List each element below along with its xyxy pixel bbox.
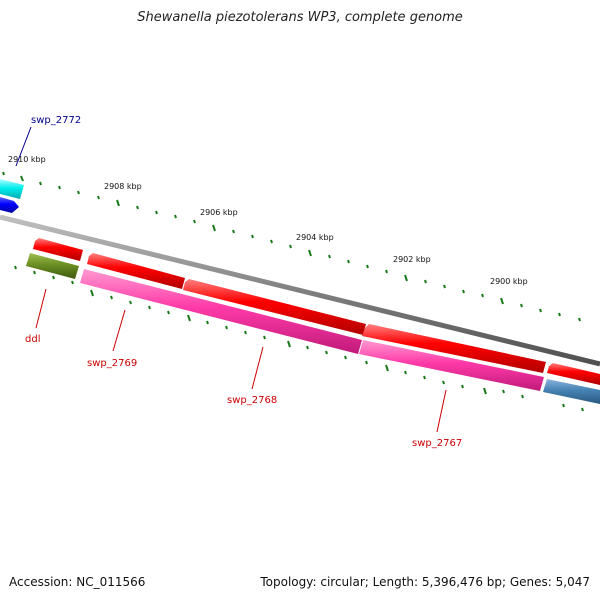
leader-line <box>35 288 47 329</box>
inner-tick <box>14 265 17 270</box>
inner-tick <box>244 330 247 335</box>
ruler-tick <box>212 224 216 232</box>
gene-feature-swp-2768-magenta[interactable] <box>359 340 544 391</box>
inner-tick <box>461 384 464 389</box>
gene-feature-swp-2772[interactable] <box>0 179 24 199</box>
gene-feature-red-1[interactable] <box>87 253 185 289</box>
gene-feature-ddl[interactable] <box>33 238 83 261</box>
inner-tick <box>344 355 347 360</box>
inner-tick <box>581 407 584 412</box>
ruler-tick <box>77 190 80 195</box>
inner-tick <box>521 394 524 399</box>
inner-tick <box>129 300 132 305</box>
ruler-tick <box>136 205 139 210</box>
label-leaders <box>15 126 447 433</box>
ruler-tick <box>328 254 331 259</box>
gene-label-swp-2768[interactable]: swp_2768 <box>227 395 277 406</box>
gene-feature-blue[interactable] <box>0 197 19 213</box>
gene-feature-red-4[interactable] <box>547 363 600 385</box>
ruler-tick <box>2 171 5 176</box>
ruler-tick <box>289 244 292 249</box>
inner-tick <box>148 305 151 310</box>
gene-feature-red-2[interactable] <box>183 279 366 335</box>
ruler-tick <box>424 279 427 284</box>
ruler-tick <box>558 312 561 317</box>
gene-label-swp-2769[interactable]: swp_2769 <box>87 358 137 369</box>
ruler-tick <box>39 181 42 186</box>
ruler-label: 2900 kbp <box>490 277 528 286</box>
ruler-tick <box>578 317 581 322</box>
ruler-tick <box>539 308 542 313</box>
ruler-label: 2910 kbp <box>8 155 46 164</box>
inner-ticks <box>14 265 584 412</box>
inner-tick <box>385 364 389 372</box>
ruler-tick <box>193 219 196 224</box>
inner-tick <box>167 310 170 315</box>
ruler-tick <box>520 303 523 308</box>
ruler-label: 2904 kbp <box>296 233 334 242</box>
ruler-tick <box>116 199 120 207</box>
inner-tick <box>365 360 368 365</box>
ruler-labels: 2910 kbp 2908 kbp 2906 kbp 2904 kbp 2902… <box>8 155 528 286</box>
gene-label-swp-2767[interactable]: swp_2767 <box>412 438 462 449</box>
ruler-tick <box>58 185 61 190</box>
ruler-tick <box>366 264 369 269</box>
inner-tick <box>502 389 505 394</box>
inner-tick <box>404 370 407 375</box>
inner-tick <box>206 320 209 325</box>
leader-line <box>251 346 264 390</box>
gene-feature-olive[interactable] <box>26 253 79 279</box>
ruler-tick <box>251 234 254 239</box>
map-title: Shewanella piezotolerans WP3, complete g… <box>137 10 463 25</box>
ruler-tick <box>481 293 484 298</box>
leader-line <box>112 309 126 352</box>
inner-tick <box>325 350 328 355</box>
inner-tick <box>562 403 565 408</box>
gene-feature-swp-2769-magenta[interactable] <box>80 269 362 354</box>
gene-feature-red-3[interactable] <box>362 324 546 373</box>
gene-label-swp-2772[interactable]: swp_2772 <box>31 115 81 126</box>
genome-backbone <box>0 214 600 367</box>
ruler-label: 2906 kbp <box>200 208 238 217</box>
ruler-tick <box>404 274 408 282</box>
ruler-tick <box>97 195 100 200</box>
inner-tick <box>110 295 113 300</box>
inner-tick <box>33 270 36 275</box>
inner-tick <box>90 289 94 297</box>
ruler-tick <box>232 229 235 234</box>
ruler-tick <box>308 249 312 257</box>
inner-tick <box>71 280 74 285</box>
ruler-label: 2908 kbp <box>104 182 142 191</box>
ruler-tick <box>20 175 24 182</box>
leader-line <box>436 389 447 433</box>
ruler-tick <box>385 269 388 274</box>
gene-feature-steelblue[interactable] <box>543 379 600 404</box>
inner-tick <box>225 325 228 330</box>
ruler-label: 2902 kbp <box>393 255 431 264</box>
ruler-tick <box>443 284 446 289</box>
ruler-ticks <box>2 171 581 322</box>
accession-text: Accession: NC_011566 <box>9 575 146 589</box>
inner-tick <box>306 345 309 350</box>
leader-line <box>15 126 32 167</box>
inner-tick <box>287 340 291 348</box>
ruler-tick <box>462 289 465 294</box>
ruler-tick <box>270 239 273 244</box>
inner-tick <box>52 275 55 280</box>
gene-label-ddl[interactable]: ddl <box>25 334 40 345</box>
genome-summary-text: Topology: circular; Length: 5,396,476 bp… <box>260 575 590 589</box>
ruler-tick <box>500 297 504 305</box>
ruler-tick <box>347 259 350 264</box>
gene-labels: swp_2772 ddl swp_2769 swp_2768 swp_2767 <box>25 115 462 449</box>
inner-tick <box>187 314 191 322</box>
ruler-tick <box>155 210 158 215</box>
inner-tick <box>483 387 487 395</box>
inner-tick <box>442 380 445 385</box>
inner-tick <box>263 335 266 340</box>
inner-tick <box>423 375 426 380</box>
ruler-tick <box>174 214 177 219</box>
